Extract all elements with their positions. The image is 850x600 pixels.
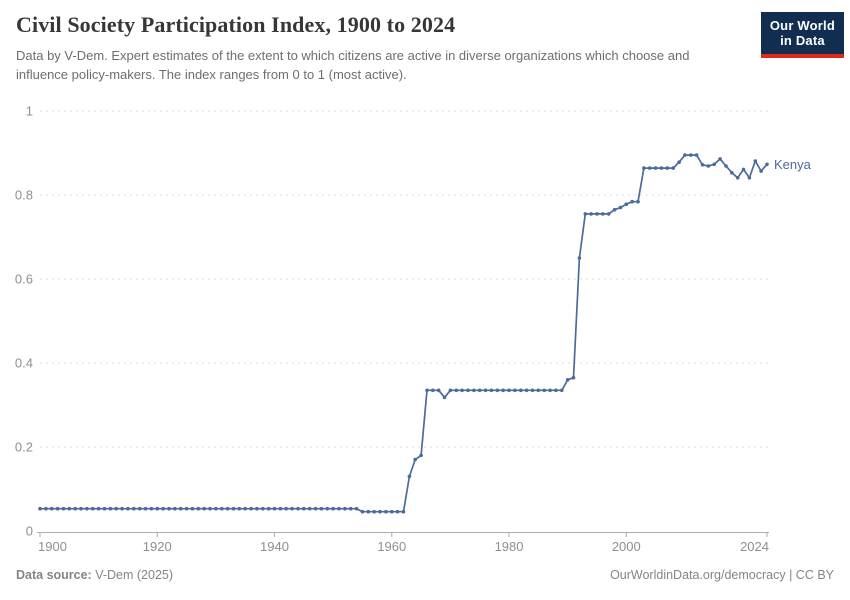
series-points [38,153,769,514]
x-axis-labels: 1900 1920 1940 1960 1980 2000 2024 [38,539,769,554]
y-axis-labels: 0 0.2 0.4 0.6 0.8 1 [15,104,33,539]
x-tick-label: 1920 [143,539,172,554]
x-tick-label: 1900 [38,539,67,554]
data-source-label: Data source: [16,568,92,582]
chart-canvas: 0 0.2 0.4 0.6 0.8 1 1900 1920 1940 1960 1980 2000 20… [15,104,812,555]
page-title: Civil Society Participation Index, 1900 … [16,12,456,37]
x-tick-label: 2024 [740,539,769,554]
y-tick-label: 0.8 [15,188,33,203]
chart-subtitle: Data by V-Dem. Expert estimates of the e… [16,48,690,82]
y-tick-label: 0 [26,524,33,539]
series-path [39,154,768,513]
chart-header: Civil Society Participation Index, 1900 … [16,12,756,85]
y-tick-label: 0.4 [15,356,33,371]
owid-logo[interactable]: Our World in Data [760,12,844,58]
x-tick-label: 2000 [612,539,641,554]
x-tick-label: 1960 [377,539,406,554]
y-tick-label: 0.2 [15,440,33,455]
chart-footer: Data source: V-Dem (2025) OurWorldinData… [16,568,834,582]
x-tick-label: 1940 [260,539,289,554]
data-source: Data source: V-Dem (2025) [16,568,173,582]
series-line-kenya[interactable]: Kenya [38,153,812,514]
credit-link[interactable]: OurWorldinData.org/democracy | CC BY [610,568,834,582]
y-gridlines [40,110,769,448]
x-axis [37,532,769,537]
owid-logo-text-line2: in Data [780,33,825,49]
y-tick-label: 1 [26,104,33,119]
owid-logo-text-line1: Our World [769,18,835,33]
data-source-value: V-Dem (2025) [91,568,174,582]
y-tick-label: 0.6 [15,272,33,287]
x-tick-label: 1980 [495,539,524,554]
series-label-kenya: Kenya [774,157,812,172]
